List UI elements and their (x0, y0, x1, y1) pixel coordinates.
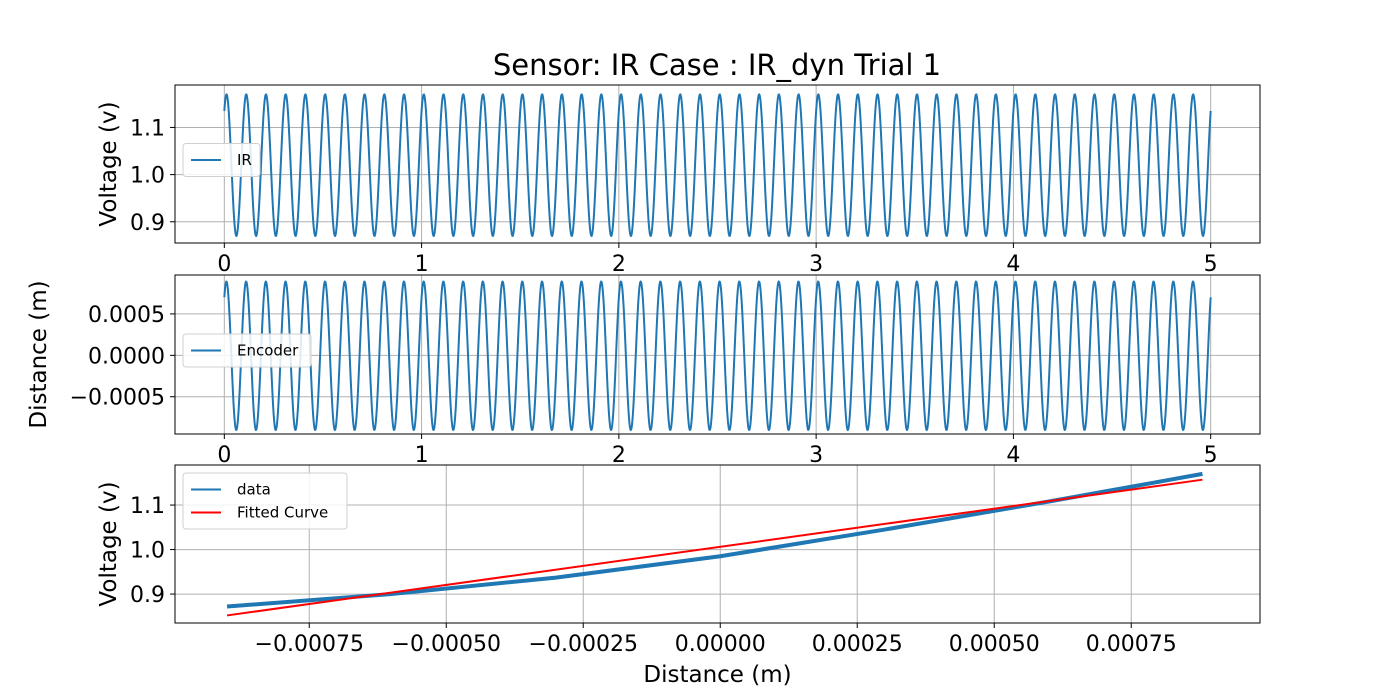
subplot-2: 0 1 2 3 4 5 −0.0005 0.0000 0.0005 Distance (m) Enc… (26, 274, 1261, 468)
y-tick-label: −0.0005 (70, 386, 165, 411)
x-tick-label: 1 (415, 443, 429, 468)
legend-box (182, 472, 348, 530)
x-tick-label: 3 (809, 252, 823, 277)
series-line-fitted-curve (226, 478, 1203, 617)
x-tick-label: 0 (217, 443, 231, 468)
axes-frame (174, 274, 1261, 435)
x-tick-label: 0.00050 (949, 632, 1040, 657)
subplot-3: −0.00075 −0.00050 −0.00025 0.00000 0.00025 0.… (96, 464, 1261, 688)
series-line-ir (223, 93, 1212, 238)
figure-title: Sensor: IR Case : IR_dyn Trial 1 (493, 48, 941, 82)
y-tick-label: 0.9 (130, 211, 165, 236)
x-tick-label: 3 (809, 443, 823, 468)
x-tick-label: 0.00075 (1086, 632, 1177, 657)
x-tick-label: 0 (217, 252, 231, 277)
series-line-encoder (223, 280, 1212, 432)
legend-entry: Fitted Curve (237, 504, 328, 522)
axes-frame (174, 84, 1261, 244)
x-tick-label: −0.00075 (255, 632, 364, 657)
x-tick-label: 4 (1006, 443, 1020, 468)
x-tick-label: 0.00025 (812, 632, 903, 657)
legend: data Fitted Curve (182, 472, 348, 530)
y-tick-label: 0.0005 (88, 303, 165, 328)
legend-entry: data (237, 481, 271, 499)
x-tick-label: 5 (1204, 443, 1218, 468)
x-tick-label: 5 (1204, 252, 1218, 277)
x-tick-label: 0.00000 (675, 632, 766, 657)
x-tick-label: 2 (612, 443, 626, 468)
legend: IR (182, 143, 261, 177)
legend-box (182, 333, 312, 368)
y-tick-label: 1.0 (130, 539, 165, 564)
y-axis-label: Voltage (v) (96, 481, 122, 606)
x-axis-label: Distance (m) (643, 662, 791, 688)
x-tick-label: −0.00025 (529, 632, 638, 657)
axes-frame (174, 464, 1261, 624)
y-axis-label: Voltage (v) (96, 101, 122, 226)
legend: Encoder (182, 333, 312, 368)
x-tick-label: 2 (612, 252, 626, 277)
y-tick-label: 0.9 (130, 583, 165, 608)
legend-box (182, 143, 261, 177)
x-tick-label: 1 (415, 252, 429, 277)
subplot-1: 0 1 2 3 4 5 0.9 1.0 1.1 Voltage (v) IR (96, 84, 1261, 277)
series-line-data (226, 471, 1203, 609)
x-tick-label: −0.00050 (392, 632, 501, 657)
y-tick-label: 1.0 (130, 164, 165, 189)
x-tick-label: 4 (1006, 252, 1020, 277)
legend-entry: IR (237, 151, 252, 169)
legend-entry: Encoder (237, 342, 299, 360)
y-tick-label: 0.0000 (88, 344, 165, 369)
y-axis-label: Distance (m) (26, 280, 52, 428)
y-tick-label: 1.1 (130, 494, 165, 519)
y-tick-label: 1.1 (130, 116, 165, 141)
